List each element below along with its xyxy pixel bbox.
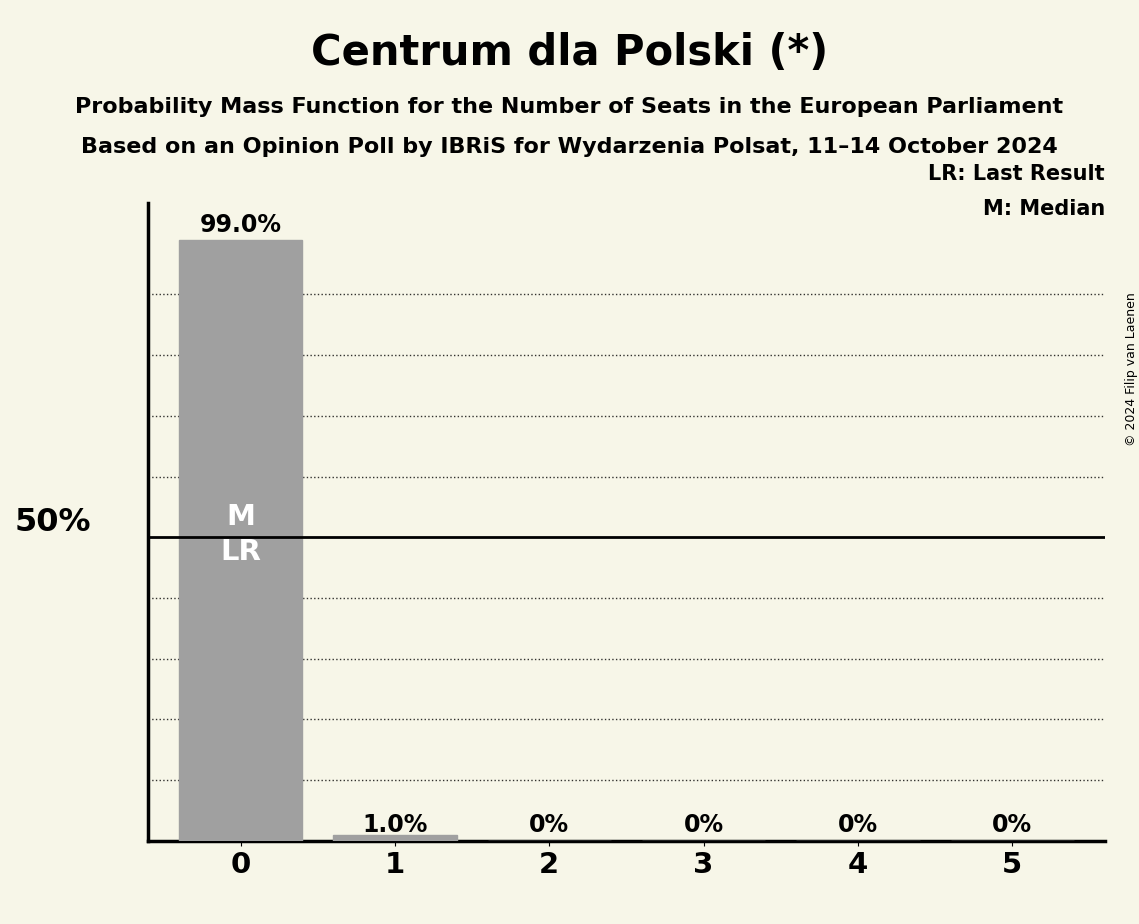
Text: © 2024 Filip van Laenen: © 2024 Filip van Laenen: [1124, 293, 1138, 446]
Text: M: Median: M: Median: [983, 200, 1105, 219]
Bar: [179, 239, 302, 841]
Text: 99.0%: 99.0%: [199, 213, 281, 237]
Text: Probability Mass Function for the Number of Seats in the European Parliament: Probability Mass Function for the Number…: [75, 97, 1064, 117]
Text: 1.0%: 1.0%: [362, 812, 427, 836]
Text: 0%: 0%: [683, 812, 723, 836]
Text: 0%: 0%: [530, 812, 570, 836]
Text: 0%: 0%: [838, 812, 878, 836]
Bar: [334, 834, 457, 841]
Text: Based on an Opinion Poll by IBRiS for Wydarzenia Polsat, 11–14 October 2024: Based on an Opinion Poll by IBRiS for Wy…: [81, 137, 1058, 157]
Text: 0%: 0%: [992, 812, 1032, 836]
Text: 50%: 50%: [14, 506, 91, 538]
Text: Centrum dla Polski (*): Centrum dla Polski (*): [311, 32, 828, 74]
Text: LR: Last Result: LR: Last Result: [928, 164, 1105, 184]
Text: M
LR: M LR: [220, 503, 261, 565]
